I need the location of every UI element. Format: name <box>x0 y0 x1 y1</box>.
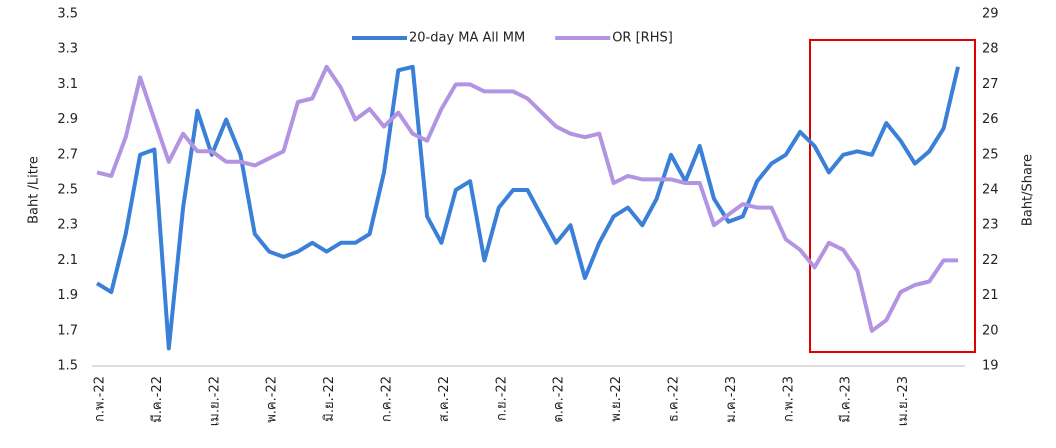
y-tick-label: 1.7 <box>57 323 78 338</box>
x-tick-label: ธ.ค.-22 <box>667 376 682 422</box>
y2-tick-label: 28 <box>982 42 999 57</box>
x-tick-label: พ.ค.-22 <box>265 376 280 423</box>
y-tick-label: 2.1 <box>57 253 78 268</box>
x-tick-label: ก.พ.-22 <box>93 376 108 422</box>
x-tick-label: มี.ค.-23 <box>838 376 854 423</box>
y2-tick-label: 25 <box>982 147 999 162</box>
series-line <box>96 64 958 333</box>
y-tick-label: 1.5 <box>57 359 78 374</box>
highlight-box <box>809 39 976 353</box>
x-tick-label: เม.ย.-23 <box>896 376 911 426</box>
x-tick-label: เม.ย.-22 <box>207 376 222 426</box>
y-tick-label: 3.5 <box>57 7 78 22</box>
y2-axis-label: Baht/Share <box>1021 154 1036 226</box>
legend-label: OR [RHS] <box>612 31 673 46</box>
y-tick-label: 3.1 <box>57 77 78 92</box>
x-tick-label: พ.ย.-22 <box>609 376 624 422</box>
y-tick-label: 1.9 <box>57 288 78 303</box>
x-tick-label: ส.ค.-22 <box>437 376 452 422</box>
y-tick-label: 2.9 <box>57 112 78 127</box>
x-tick-label: ก.ย.-22 <box>494 376 509 421</box>
x-tick-label: มิ.ย.-22 <box>322 376 337 422</box>
y2-tick-label: 27 <box>982 77 999 92</box>
x-tick-label: ก.ค.-22 <box>380 376 395 422</box>
y2-tick-label: 24 <box>982 183 999 198</box>
y-tick-label: 2.3 <box>57 218 78 233</box>
y2-tick-label: 26 <box>982 112 999 127</box>
y2-tick-label: 29 <box>982 7 999 22</box>
x-tick-label: มี.ค.-22 <box>149 376 165 423</box>
y-tick-label: 2.7 <box>57 147 78 162</box>
y-tick-label: 2.5 <box>57 183 78 198</box>
y2-tick-label: 21 <box>982 288 999 303</box>
y2-tick-label: 23 <box>982 218 999 233</box>
y2-tick-label: 19 <box>982 359 999 374</box>
y-axis-label: Baht /Litre <box>27 156 42 224</box>
y2-tick-label: 22 <box>982 253 999 268</box>
y-tick-label: 3.3 <box>57 42 78 57</box>
x-tick-label: ม.ค.-23 <box>724 376 739 423</box>
legend-label: 20-day MA All MM <box>409 31 525 46</box>
x-tick-label: ต.ค.-22 <box>552 376 567 423</box>
series-line <box>95 64 960 351</box>
x-tick-label: ก.พ.-23 <box>781 376 796 422</box>
y2-tick-label: 20 <box>982 323 999 338</box>
